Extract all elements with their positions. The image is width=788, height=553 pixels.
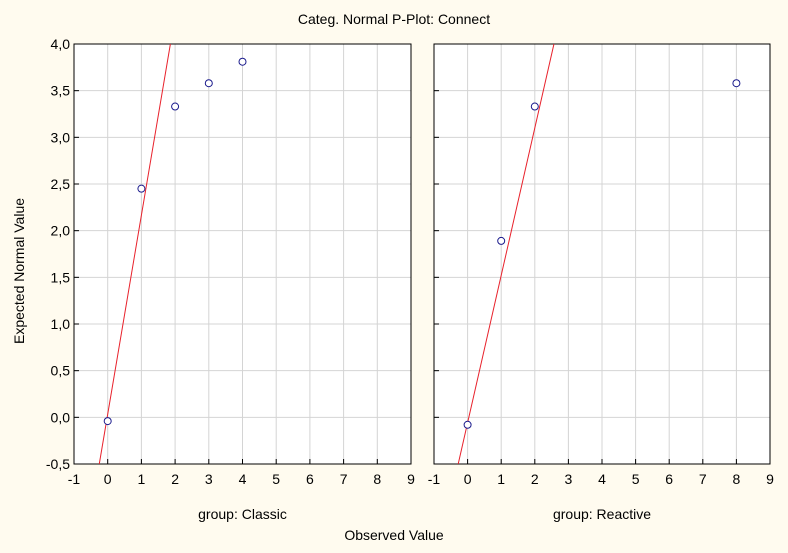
x-tick-label: 7	[340, 471, 348, 487]
y-tick-label: 3,5	[51, 83, 71, 99]
reference-line	[98, 44, 171, 464]
panel-label: group: Classic	[198, 506, 287, 522]
x-tick-label: 9	[766, 471, 774, 487]
x-tick-label: 6	[306, 471, 314, 487]
y-tick-label: 0,0	[51, 409, 71, 425]
y-tick-label: 2,5	[51, 176, 71, 192]
plot-frame	[73, 43, 412, 465]
x-tick-label: 8	[733, 471, 741, 487]
x-tick-label: 1	[138, 471, 146, 487]
x-tick-label: 2	[171, 471, 179, 487]
x-tick-label: 0	[104, 471, 112, 487]
x-tick-label: -1	[68, 471, 81, 487]
x-tick-label: 7	[699, 471, 707, 487]
y-tick-label: 0,5	[51, 363, 71, 379]
y-tick-label: 1,5	[51, 269, 71, 285]
y-tick-label: 3,0	[51, 129, 71, 145]
panel-reactive: -1 0 1 2 3 4 5 6 7 8 9 group: Reactive	[428, 43, 774, 522]
data-point	[137, 184, 146, 193]
data-point	[171, 102, 180, 111]
reference-line	[457, 44, 555, 464]
y-tick-label: 4,0	[51, 36, 71, 52]
data-point	[530, 102, 539, 111]
data-point	[103, 417, 112, 426]
data-point	[497, 236, 506, 245]
x-tick-label: 8	[373, 471, 381, 487]
plot-frame	[433, 43, 771, 465]
x-tick-label: 2	[531, 471, 539, 487]
x-tick-label: 5	[632, 471, 640, 487]
x-tick-label: -1	[428, 471, 441, 487]
panel-label: group: Reactive	[553, 506, 651, 522]
x-tick-label: 4	[239, 471, 247, 487]
x-tick-label: 0	[464, 471, 472, 487]
data-point	[238, 57, 247, 66]
y-tick-label: 2,0	[51, 223, 71, 239]
x-tick-label: 6	[665, 471, 673, 487]
data-point	[732, 79, 741, 88]
x-axis-label: Observed Value	[344, 527, 444, 543]
x-tick-label: 1	[497, 471, 505, 487]
x-tick-label: 9	[407, 471, 415, 487]
x-tick-label: 5	[272, 471, 280, 487]
data-point	[463, 420, 472, 429]
y-tick-label: -0,5	[46, 456, 70, 472]
chart-title: Categ. Normal P-Plot: Connect	[298, 11, 490, 27]
y-axis-label: Expected Normal Value	[11, 198, 27, 344]
x-tick-label: 3	[565, 471, 573, 487]
y-tick-label: 1,0	[51, 316, 71, 332]
data-point	[204, 79, 213, 88]
x-tick-label: 4	[598, 471, 606, 487]
x-tick-label: 3	[205, 471, 213, 487]
panel-classic: -1 0 1 2 3 4 5 6 7 8 9 4,0 3,5 3,0 2,5 2,0 1,5 1,0 0,5 0,0 -…	[46, 36, 415, 522]
